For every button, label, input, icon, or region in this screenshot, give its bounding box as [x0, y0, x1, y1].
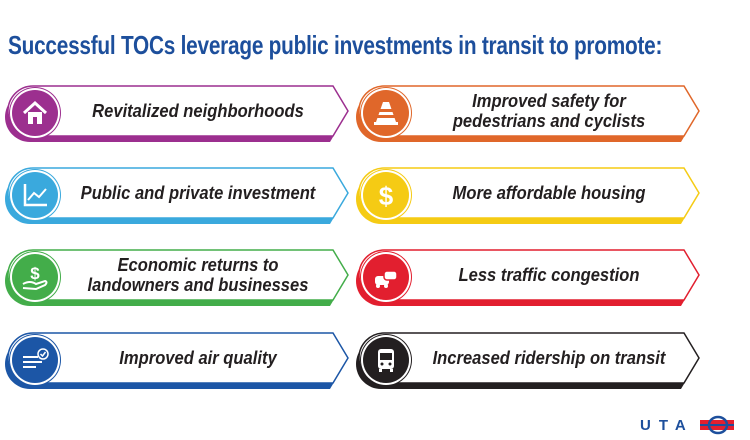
card-shape [356, 85, 700, 142]
line-chart-icon [12, 172, 58, 218]
uta-logo-icon [699, 415, 734, 435]
card-label: Revitalized neighborhoods [92, 101, 304, 121]
benefit-card: $ More affordable housing [354, 166, 704, 230]
wind-check-icon [12, 337, 58, 383]
card-label: Increased ridership on transit [432, 348, 666, 368]
card-label: Less traffic congestion [458, 265, 640, 285]
dollar-hand-icon: $ [12, 254, 58, 300]
card-shape [5, 332, 349, 389]
benefit-card: Revitalized neighborhoods [3, 84, 353, 148]
bus-icon [363, 337, 409, 383]
card-shape [356, 249, 700, 306]
benefit-card: Public and private investment [3, 166, 353, 230]
card-label: Improved safety for pedestrians and cycl… [452, 91, 646, 131]
house-icon [12, 90, 58, 136]
traffic-cars-icon [363, 254, 409, 300]
card-shape [356, 332, 700, 389]
benefit-card: Less traffic congestion [354, 248, 704, 312]
card-shape [5, 85, 349, 142]
card-shape [356, 167, 700, 224]
dollar-icon: $ [363, 172, 409, 218]
benefit-card: Improved air quality [3, 331, 353, 395]
logo-text: UTA [640, 416, 694, 434]
card-shape [5, 249, 349, 306]
card-label: Economic returns to landowners and busin… [87, 255, 309, 295]
card-shape [5, 167, 349, 224]
svg-text:$: $ [379, 181, 394, 210]
card-label: More affordable housing [452, 183, 646, 203]
benefit-card: $ Economic returns to landowners and bus… [3, 248, 353, 312]
traffic-cone-icon [363, 90, 409, 136]
page-title: Successful TOCs leverage public investme… [8, 30, 663, 60]
svg-text:$: $ [30, 264, 40, 283]
benefit-card: Improved safety for pedestrians and cycl… [354, 84, 704, 148]
benefit-card: Increased ridership on transit [354, 331, 704, 395]
uta-logo: UTA [640, 415, 734, 435]
card-label: Public and private investment [80, 183, 316, 203]
card-label: Improved air quality [119, 348, 277, 368]
